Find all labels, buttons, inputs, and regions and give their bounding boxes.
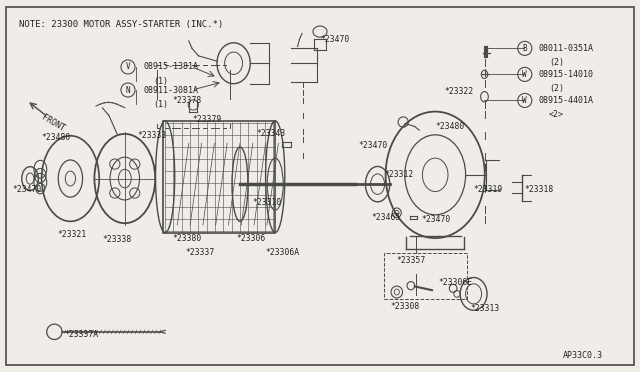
Text: *23313: *23313 bbox=[470, 304, 500, 313]
Text: FRONT: FRONT bbox=[40, 113, 66, 134]
Bar bbox=[163, 121, 275, 232]
Text: *23380: *23380 bbox=[173, 234, 202, 243]
Text: *23480: *23480 bbox=[42, 133, 71, 142]
Text: *23322: *23322 bbox=[445, 87, 474, 96]
Text: (2): (2) bbox=[549, 58, 564, 67]
Text: *23470: *23470 bbox=[13, 185, 42, 194]
Text: B: B bbox=[522, 44, 527, 53]
Text: *23306: *23306 bbox=[237, 234, 266, 243]
Text: (2): (2) bbox=[549, 84, 564, 93]
Text: *23338: *23338 bbox=[102, 235, 132, 244]
Text: *23470: *23470 bbox=[358, 141, 388, 150]
Text: W: W bbox=[522, 96, 527, 105]
Text: 08915-14010: 08915-14010 bbox=[539, 70, 594, 79]
Text: *23308: *23308 bbox=[390, 302, 420, 311]
Text: 08915-1381A: 08915-1381A bbox=[144, 62, 199, 71]
Text: *23465: *23465 bbox=[371, 213, 401, 222]
Text: *23306E: *23306E bbox=[438, 278, 472, 287]
Bar bbox=[384, 253, 467, 299]
Text: *23343: *23343 bbox=[256, 129, 285, 138]
Text: *23480: *23480 bbox=[435, 122, 465, 131]
Text: AP33C0.3: AP33C0.3 bbox=[563, 351, 603, 360]
Text: *23337A: *23337A bbox=[64, 330, 98, 339]
Text: V: V bbox=[125, 62, 131, 71]
Text: *23378: *23378 bbox=[173, 96, 202, 105]
Text: *23318: *23318 bbox=[525, 185, 554, 194]
Text: *23379: *23379 bbox=[192, 115, 221, 124]
Text: 08915-4401A: 08915-4401A bbox=[539, 96, 594, 105]
Text: 08011-0351A: 08011-0351A bbox=[539, 44, 594, 53]
Text: *23337: *23337 bbox=[186, 248, 215, 257]
Text: (1): (1) bbox=[154, 100, 168, 109]
Text: *23470: *23470 bbox=[421, 215, 451, 224]
Text: *23310: *23310 bbox=[253, 198, 282, 207]
Text: (1): (1) bbox=[154, 77, 168, 86]
Text: *23357: *23357 bbox=[397, 256, 426, 265]
Text: *23321: *23321 bbox=[58, 230, 87, 239]
Text: <2>: <2> bbox=[549, 110, 564, 119]
Text: W: W bbox=[522, 70, 527, 79]
Text: N: N bbox=[125, 86, 131, 94]
Text: *23312: *23312 bbox=[384, 170, 413, 179]
Text: *23333: *23333 bbox=[138, 131, 167, 140]
Text: 08911-3081A: 08911-3081A bbox=[144, 86, 199, 94]
Text: NOTE: 23300 MOTOR ASSY-STARTER (INC.*): NOTE: 23300 MOTOR ASSY-STARTER (INC.*) bbox=[19, 20, 223, 29]
Text: *23306A: *23306A bbox=[266, 248, 300, 257]
Text: *23470: *23470 bbox=[320, 35, 349, 44]
Text: *23319: *23319 bbox=[474, 185, 503, 194]
